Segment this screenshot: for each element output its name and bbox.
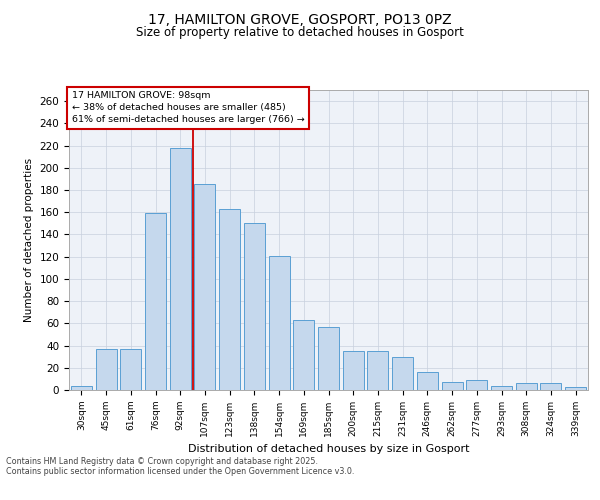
Bar	[120, 349, 141, 390]
Text: Contains HM Land Registry data © Crown copyright and database right 2025.: Contains HM Land Registry data © Crown c…	[6, 458, 318, 466]
Bar	[95, 349, 116, 390]
Bar	[565, 386, 586, 390]
Bar	[244, 224, 265, 390]
Bar	[194, 184, 215, 390]
Y-axis label: Number of detached properties: Number of detached properties	[24, 158, 34, 322]
Bar	[170, 148, 191, 390]
Bar	[417, 372, 438, 390]
Bar	[516, 384, 537, 390]
Bar	[343, 351, 364, 390]
Text: Size of property relative to detached houses in Gosport: Size of property relative to detached ho…	[136, 26, 464, 39]
Text: 17 HAMILTON GROVE: 98sqm
← 38% of detached houses are smaller (485)
61% of semi-: 17 HAMILTON GROVE: 98sqm ← 38% of detach…	[71, 92, 304, 124]
Bar	[442, 382, 463, 390]
Text: 17, HAMILTON GROVE, GOSPORT, PO13 0PZ: 17, HAMILTON GROVE, GOSPORT, PO13 0PZ	[148, 12, 452, 26]
Bar	[318, 326, 339, 390]
Bar	[491, 386, 512, 390]
Text: Contains public sector information licensed under the Open Government Licence v3: Contains public sector information licen…	[6, 468, 355, 476]
X-axis label: Distribution of detached houses by size in Gosport: Distribution of detached houses by size …	[188, 444, 469, 454]
Bar	[392, 356, 413, 390]
Bar	[541, 384, 562, 390]
Bar	[367, 351, 388, 390]
Bar	[293, 320, 314, 390]
Bar	[145, 214, 166, 390]
Bar	[71, 386, 92, 390]
Bar	[466, 380, 487, 390]
Bar	[219, 209, 240, 390]
Bar	[269, 256, 290, 390]
